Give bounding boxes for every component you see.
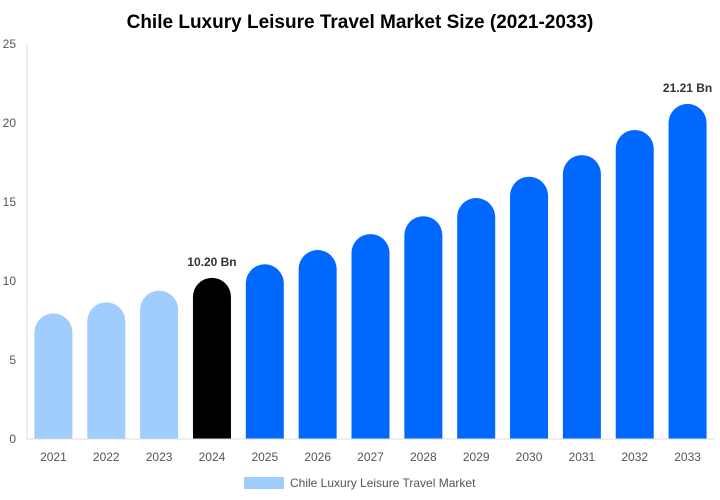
x-tick-label: 2032 <box>621 450 648 464</box>
x-tick-label: 2033 <box>674 450 701 464</box>
x-tick-label: 2029 <box>463 450 490 464</box>
x-axis: 2021 2022 2023 2024 2025 2026 2027 2028 2029 2030… <box>27 438 714 464</box>
bar-2029 <box>457 198 496 439</box>
bar-2023 <box>140 290 179 439</box>
data-labels: 10.20 Bn 21.21 Bn <box>187 81 712 269</box>
data-label-2024: 10.20 Bn <box>187 255 236 269</box>
x-tick-label: 2022 <box>93 450 120 464</box>
bar-2028 <box>404 216 443 439</box>
legend-swatch <box>244 477 284 489</box>
bar-2025 <box>245 264 284 439</box>
bars <box>34 103 707 439</box>
x-tick-label: 2023 <box>146 450 173 464</box>
x-tick-label: 2030 <box>516 450 543 464</box>
y-tick-label: 25 <box>3 37 17 51</box>
bar-2026 <box>298 250 337 439</box>
bar-2032 <box>615 129 654 439</box>
y-tick-label: 15 <box>3 195 17 209</box>
x-tick-label: 2031 <box>569 450 596 464</box>
data-label-2033: 21.21 Bn <box>663 81 712 95</box>
x-tick-label: 2028 <box>410 450 437 464</box>
y-axis: 0 5 10 15 20 25 <box>3 37 28 446</box>
y-tick-label: 0 <box>9 432 16 446</box>
bar-2031 <box>562 155 601 439</box>
legend[interactable]: Chile Luxury Leisure Travel Market <box>244 476 476 490</box>
y-tick-label: 10 <box>3 274 17 288</box>
bar-2022 <box>87 302 126 439</box>
x-tick-label: 2027 <box>357 450 384 464</box>
bar-2024 <box>192 277 231 439</box>
y-tick-label: 20 <box>3 116 17 130</box>
chart-title: Chile Luxury Leisure Travel Market Size … <box>127 12 594 33</box>
bar-2021 <box>34 313 73 439</box>
x-tick-label: 2025 <box>251 450 278 464</box>
legend-label: Chile Luxury Leisure Travel Market <box>290 476 476 490</box>
bar-2030 <box>510 176 549 439</box>
x-tick-label: 2026 <box>304 450 331 464</box>
bar-2027 <box>351 234 390 439</box>
y-tick-label: 5 <box>9 353 16 367</box>
x-tick-label: 2021 <box>40 450 67 464</box>
x-tick-label: 2024 <box>199 450 226 464</box>
bar-2033 <box>668 103 707 439</box>
